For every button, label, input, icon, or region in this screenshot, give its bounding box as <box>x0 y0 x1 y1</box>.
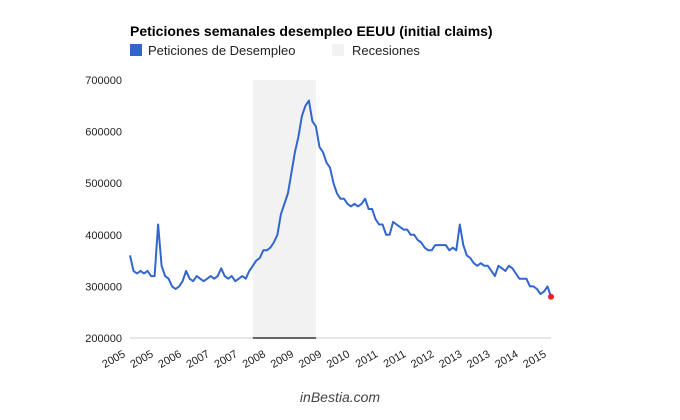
footer-credit: inBestia.com <box>300 389 380 405</box>
y-tick-label: 700000 <box>85 75 122 87</box>
x-tick-label: 2010 <box>325 348 352 371</box>
legend-swatch-recessions <box>332 44 344 56</box>
x-tick-label: 2014 <box>493 348 520 371</box>
last-data-point <box>548 293 554 300</box>
x-tick-label: 2006 <box>156 348 183 371</box>
legend-label-recessions: Recesiones <box>352 43 420 58</box>
x-tick-label: 2013 <box>437 348 464 371</box>
y-tick-label: 500000 <box>85 178 122 190</box>
x-tick-label: 2013 <box>465 348 492 371</box>
x-tick-label: 2008 <box>241 348 268 371</box>
y-tick-label: 400000 <box>85 230 122 242</box>
x-tick-label: 2009 <box>297 348 324 371</box>
x-tick-label: 2007 <box>213 348 240 371</box>
chart-title: Peticiones semanales desempleo EEUU (ini… <box>130 23 493 39</box>
y-tick-label: 300000 <box>85 281 122 293</box>
legend: Peticiones de Desempleo Recesiones <box>130 43 420 58</box>
y-tick-label: 200000 <box>85 333 122 345</box>
series-line-claims <box>129 99 552 298</box>
x-tick-label: 2015 <box>521 348 548 371</box>
x-tick-label: 2012 <box>409 348 436 371</box>
recession-band <box>252 80 316 338</box>
x-tick-label: 2005 <box>128 348 155 371</box>
x-tick-label: 2007 <box>184 348 211 371</box>
plot-area: 200000 300000 400000 500000 600000 700000 2005… <box>85 75 554 371</box>
legend-label-claims: Peticiones de Desempleo <box>148 43 295 58</box>
y-tick-label: 600000 <box>85 127 122 139</box>
x-tick-label: 2005 <box>100 348 127 371</box>
x-tick-label: 2009 <box>269 348 296 371</box>
legend-swatch-claims <box>130 44 142 56</box>
x-tick-label: 2011 <box>354 348 380 370</box>
x-tick-label: 2011 <box>382 348 408 370</box>
